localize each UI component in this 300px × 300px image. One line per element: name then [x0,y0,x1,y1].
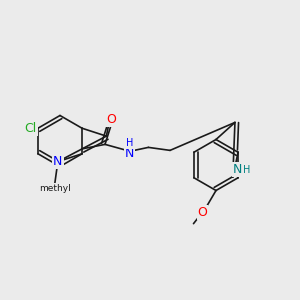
Text: H: H [126,138,134,148]
Text: Cl: Cl [24,122,37,135]
Text: O: O [198,206,207,219]
Text: H: H [243,165,250,175]
Text: N: N [53,155,62,168]
Text: N: N [232,163,242,176]
Text: O: O [106,113,116,126]
Text: N: N [125,147,134,160]
Text: methyl: methyl [39,184,71,193]
